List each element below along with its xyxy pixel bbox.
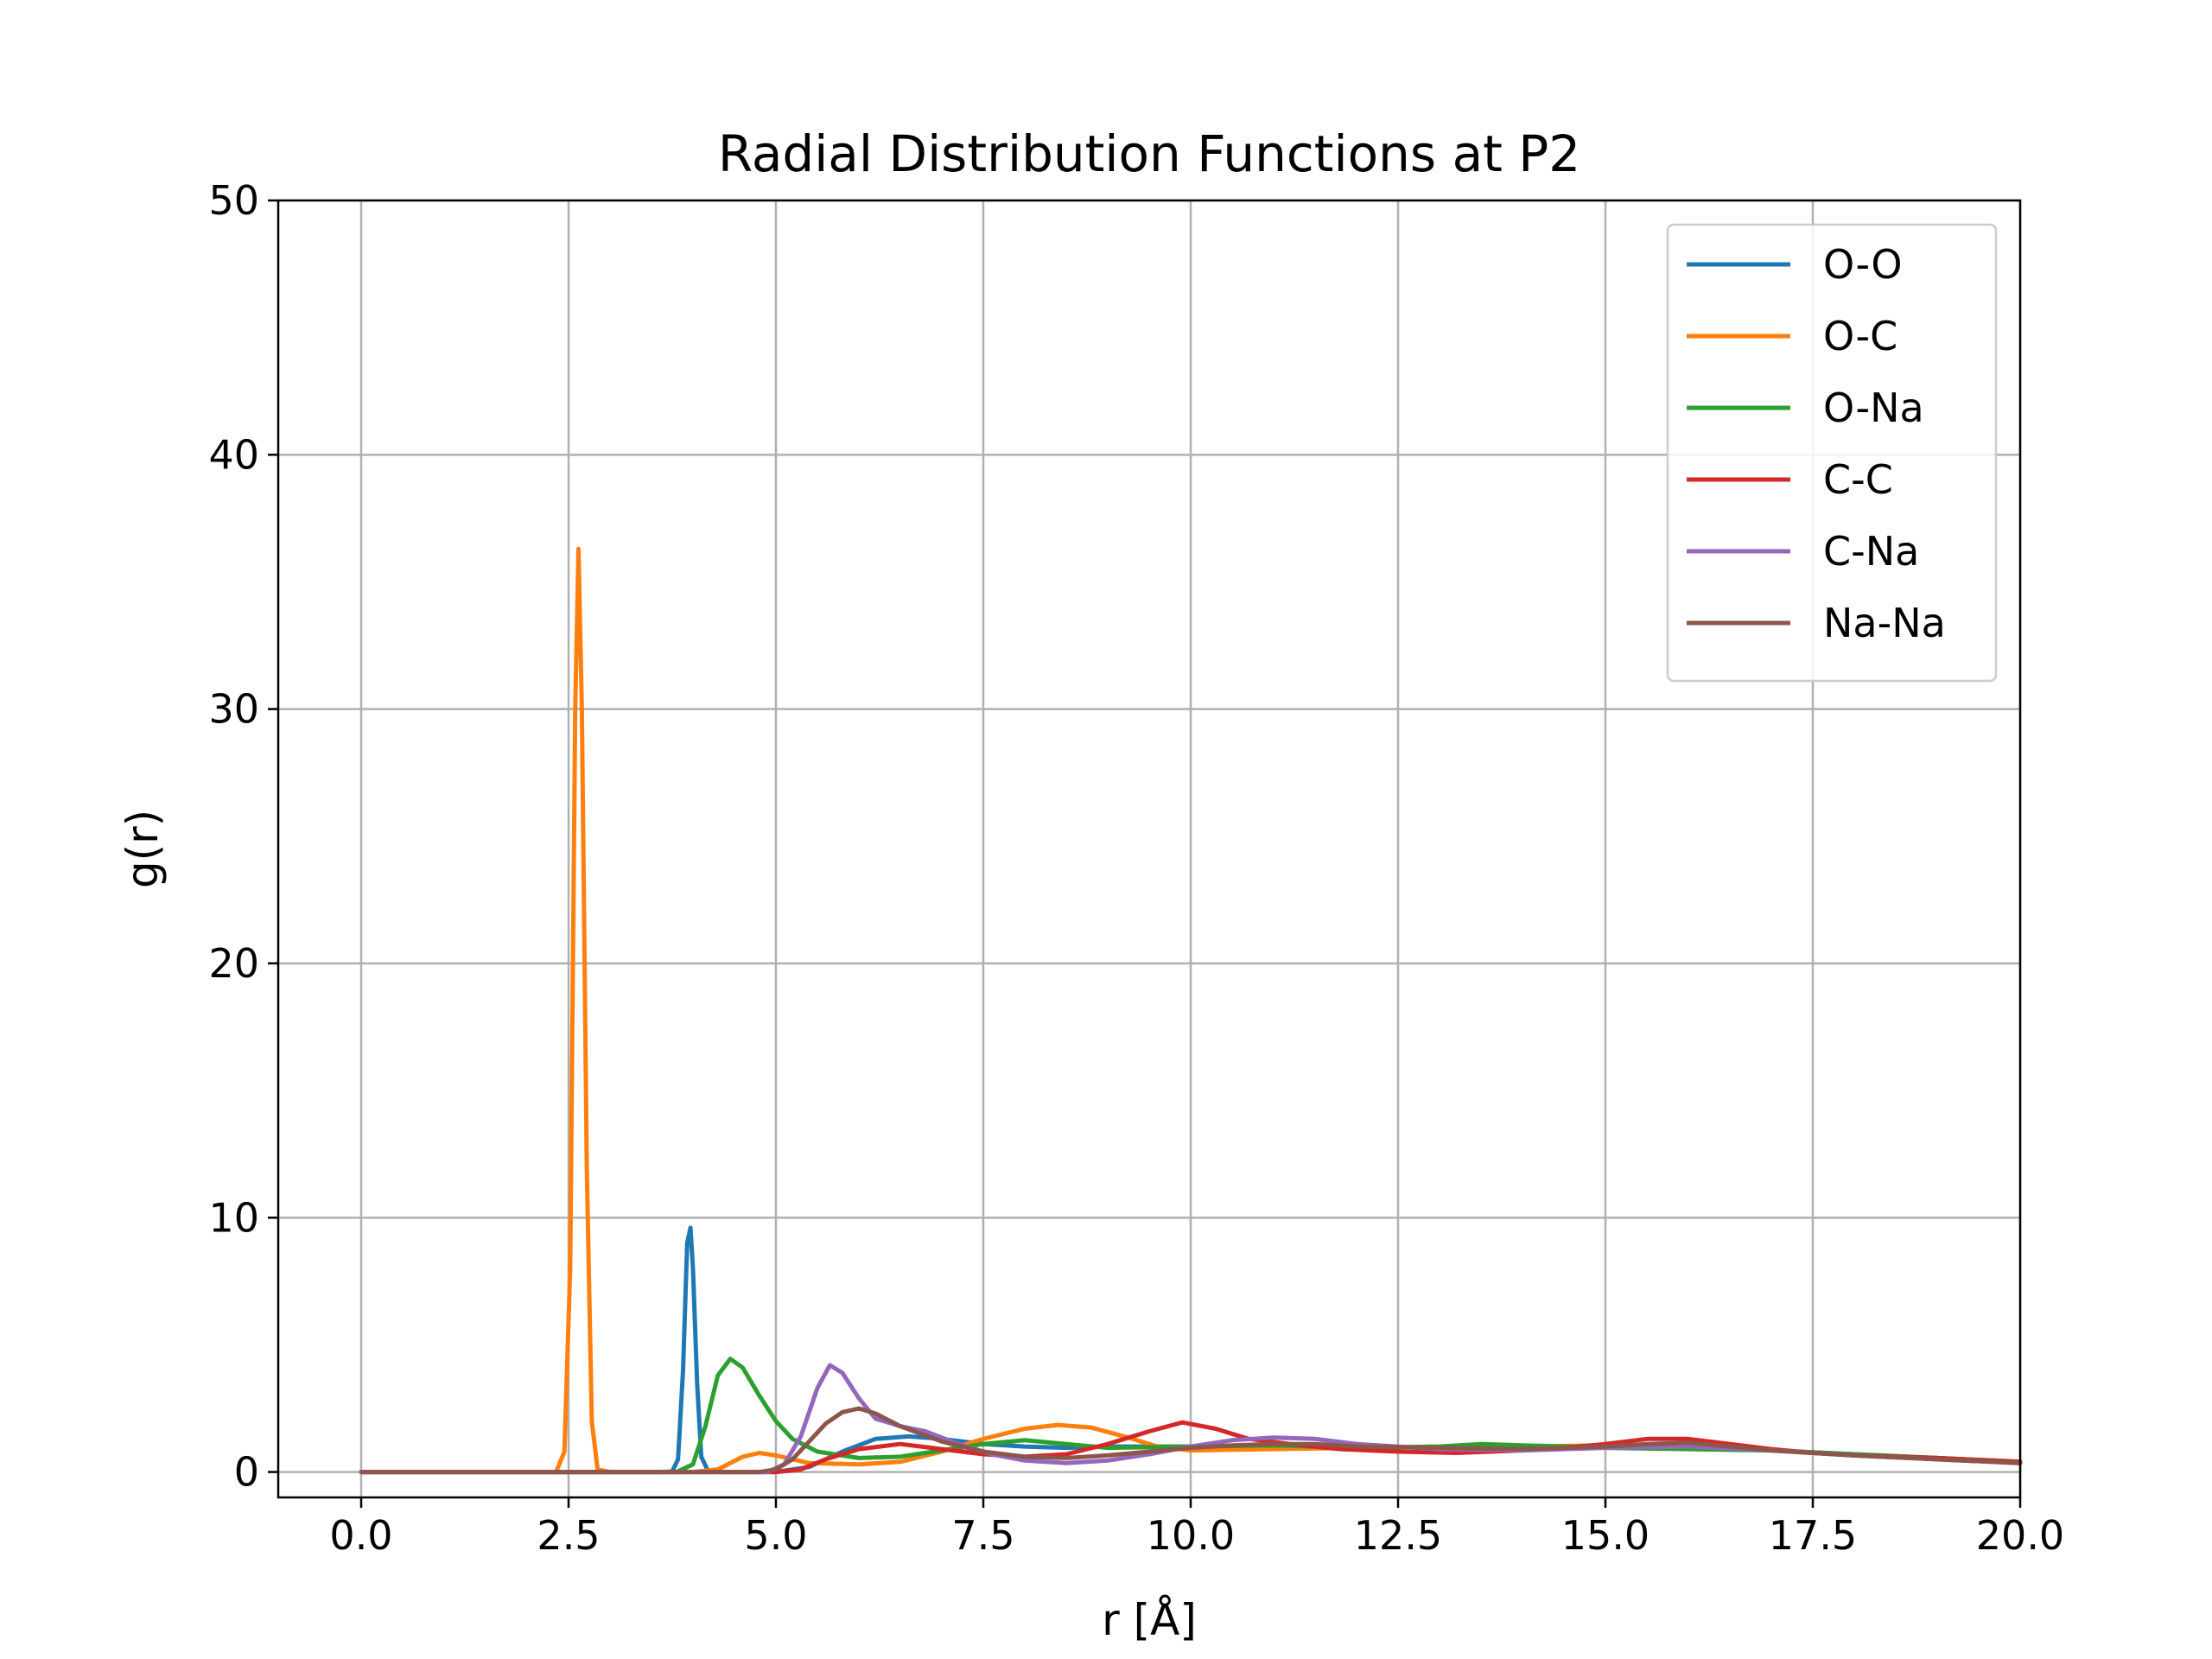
legend-box xyxy=(1666,223,1998,683)
plot-lines xyxy=(359,546,2023,1475)
x-tick-label: 0.0 xyxy=(329,1512,392,1559)
y-axis-label: g(r) xyxy=(118,810,168,888)
legend-label: C-C xyxy=(1823,456,1893,503)
x-tick-label: 5.0 xyxy=(744,1512,807,1559)
y-tick-label: 0 xyxy=(234,1449,259,1496)
chart-title: Radial Distribution Functions at P2 xyxy=(718,124,1580,183)
x-tick-label: 7.5 xyxy=(951,1512,1014,1559)
legend-label: C-Na xyxy=(1823,528,1919,575)
legend-label: O-C xyxy=(1823,313,1897,359)
x-tick-label: 20.0 xyxy=(1976,1512,2064,1559)
ticks: 0.0 2.5 5.0 7.5 10.0 12.5 15.0 17.5 20.0 0 10 20 30 4… xyxy=(208,177,2064,1559)
axes-frame xyxy=(276,199,2022,1499)
y-tick-label: 10 xyxy=(208,1194,259,1241)
y-tick-label: 40 xyxy=(208,431,259,478)
y-tick-label: 30 xyxy=(208,686,259,733)
x-tick-label: 12.5 xyxy=(1354,1512,1442,1559)
y-tick-label: 50 xyxy=(208,177,259,224)
legend-label: O-O xyxy=(1823,241,1903,288)
x-tick-label: 10.0 xyxy=(1147,1512,1235,1559)
x-tick-label: 15.0 xyxy=(1561,1512,1649,1559)
x-axis-label: r [Å] xyxy=(1102,1595,1197,1645)
legend-label: Na-Na xyxy=(1823,600,1946,646)
x-tick-label: 2.5 xyxy=(537,1512,600,1559)
legend-label: O-Na xyxy=(1823,385,1924,431)
y-tick-label: 20 xyxy=(208,940,259,987)
x-tick-label: 17.5 xyxy=(1769,1512,1857,1559)
series-line-na-na xyxy=(359,1406,2023,1475)
series-line-c-c xyxy=(359,1420,2023,1475)
legend: O-O O-C O-Na C-C C-Na Na-Na xyxy=(1666,223,1998,683)
